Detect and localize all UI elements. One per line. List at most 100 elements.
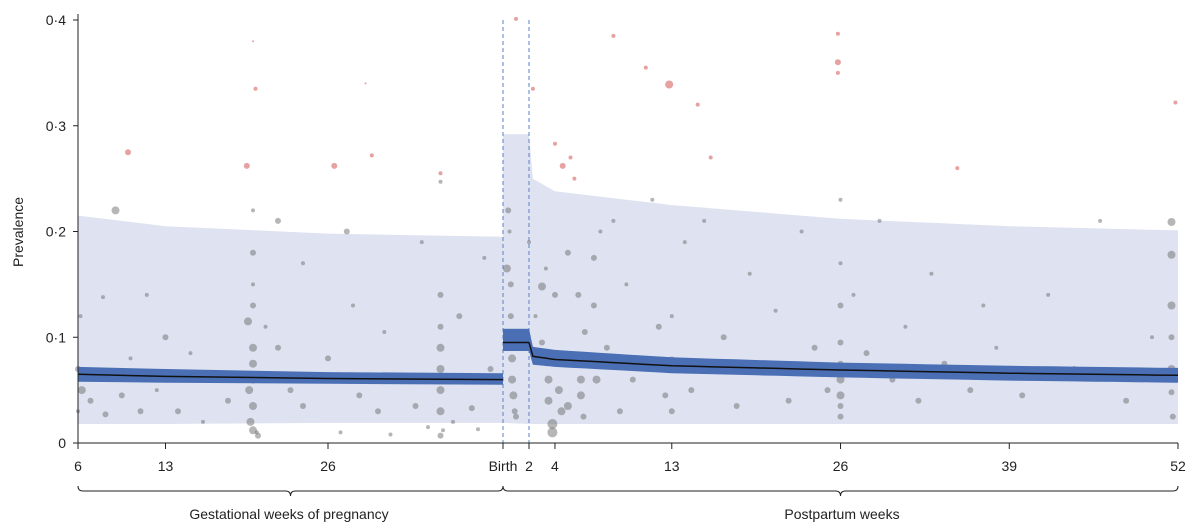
pregnancy-point-2 [78,314,83,319]
postpartum-point-72 [903,324,908,329]
birth-point-1 [505,207,512,214]
postpartum-point-37 [662,392,669,399]
axis-labels: 0 0·1 0·2 0·3 0·4 6 13 26 Birth 2 4 13 26 39 52 [46,12,1186,497]
postpartum-point-57 [834,59,841,66]
pregnancy-point-42 [300,403,306,409]
pregnancy-point-48 [351,303,355,308]
pregnancy-point-72 [476,427,480,432]
postpartum-point-66 [837,403,844,409]
birth-point-2 [507,229,512,234]
pregnancy-point-54 [388,432,393,437]
pregnancy-point-13 [154,388,159,393]
x-tick-label-postpartum-3: 26 [833,458,849,474]
pregnancy-point-19 [225,397,231,404]
pregnancy-point-21 [244,317,252,326]
postpartum-point-85 [1150,335,1154,340]
postpartum-point-88 [1167,301,1176,310]
pregnancy-point-61 [437,291,444,298]
pregnancy-point-39 [275,344,281,351]
x-tick-label-postpartum-5: 52 [1170,458,1186,474]
postpartum-point-65 [836,391,845,400]
postpartum-point-62 [837,339,844,346]
postpartum-point-3 [539,339,545,346]
postpartum-point-24 [590,254,597,261]
axes [73,14,1179,449]
pregnancy-point-32 [249,402,257,410]
pregnancy-point-24 [252,40,254,43]
pregnancy-point-69 [451,419,455,424]
pregnancy-point-37 [263,324,268,329]
birth-prediction-band [503,134,529,424]
postpartum-point-23 [581,329,588,335]
x-tick-label-pregnancy-2: 26 [320,458,336,474]
postpartum-estimate-line [528,342,1179,377]
postpartum-point-91 [1168,389,1175,396]
postpartum-point-47 [720,334,727,341]
pregnancy-point-29 [249,343,257,352]
postpartum-point-22 [580,413,587,420]
pregnancy-point-45 [331,162,338,169]
pregnancy-point-27 [251,282,255,287]
pregnancy-point-9 [125,149,131,156]
postpartum-point-51 [773,308,778,313]
postpartum-point-2 [538,282,546,291]
postpartum-point-42 [682,240,687,245]
postpartum-point-86 [1167,218,1176,226]
pregnancy-point-7 [111,206,120,215]
pregnancy-point-57 [419,240,424,245]
postpartum-point-45 [702,218,707,223]
reference-lines [502,20,530,443]
birth-point-3 [507,281,514,288]
pregnancy-point-14 [162,334,169,341]
postpartum-point-61 [837,302,844,309]
pregnancy-point-20 [243,162,250,169]
postpartum-point-38 [665,80,674,89]
postpartum-point-58 [835,70,840,75]
x-tick-label-postpartum-1: 4 [551,458,559,474]
pregnancy-point-74 [487,366,494,372]
postpartum-point-13 [559,162,566,169]
pregnancy-estimate-line [77,373,504,381]
pregnancy-point-4 [87,397,94,404]
postpartum-point-12 [557,407,566,416]
y-tick-label-2: 0·2 [46,224,66,240]
pregnancy-point-10 [128,356,133,361]
pregnancy-point-47 [343,228,350,235]
y-tick-label-3: 0·3 [46,118,66,134]
postpartum-point-80 [1019,392,1026,399]
postpartum-point-59 [838,197,843,202]
birth-point-4 [507,313,514,320]
estimate-lines [77,341,1179,381]
pregnancy-point-44 [325,355,331,362]
pregnancy-ci-band [78,366,503,385]
pregnancy-point-59 [438,171,443,176]
postpartum-point-16 [568,155,573,160]
x-tick-label-pregnancy-1: 13 [158,458,174,474]
postpartum-point-18 [575,291,582,298]
postpartum-point-43 [688,387,695,394]
postpartum-point-55 [824,387,831,394]
pregnancy-point-40 [287,387,294,394]
postpartum-point-93 [1173,100,1178,105]
postpartum-point-36 [655,323,662,330]
pregnancy-point-65 [436,386,445,395]
birth-point-0 [502,264,511,273]
pregnancy-point-58 [426,425,430,430]
postpartum-point-67 [837,413,844,420]
pregnancy-point-22 [245,386,254,395]
pregnancy-point-50 [364,82,367,85]
pregnancy-point-6 [102,411,109,418]
x-tick-label-postpartum-4: 39 [1001,458,1017,474]
postpartum-point-52 [785,397,792,404]
pregnancy-point-53 [382,330,387,334]
postpartum-point-32 [624,282,629,287]
postpartum-prediction-band [529,134,1178,424]
pregnancy-point-15 [175,408,181,415]
pregnancy-point-3 [77,386,86,395]
postpartum-point-17 [572,176,577,181]
pregnancy-point-60 [438,179,443,184]
postpartum-ci-band [529,328,1178,383]
postpartum-point-25 [590,302,597,309]
postpartum-point-92 [1169,413,1176,420]
